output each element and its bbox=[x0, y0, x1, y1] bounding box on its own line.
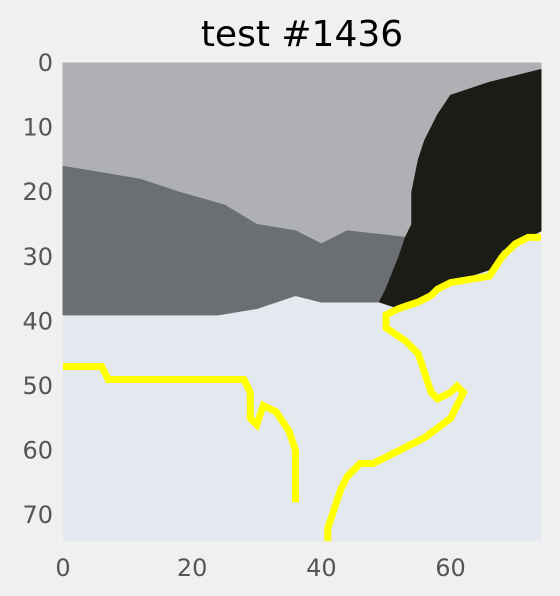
y-tick-label: 20 bbox=[22, 178, 53, 206]
x-tick-label: 60 bbox=[435, 554, 466, 582]
y-axis-ticks: 0 10 20 30 40 50 60 70 bbox=[22, 49, 53, 529]
x-axis-ticks: 0 20 40 60 bbox=[55, 554, 465, 582]
x-tick-label: 40 bbox=[306, 554, 337, 582]
boundary-line-2 bbox=[324, 233, 541, 541]
y-tick-label: 50 bbox=[22, 372, 53, 400]
region-black-area bbox=[378, 68, 542, 310]
y-tick-label: 30 bbox=[22, 243, 53, 271]
y-tick-label: 60 bbox=[22, 437, 53, 465]
x-tick-label: 0 bbox=[55, 554, 70, 582]
y-tick-label: 70 bbox=[22, 501, 53, 529]
heatmap-plot-area bbox=[62, 62, 542, 541]
y-tick-label: 40 bbox=[22, 307, 53, 335]
x-tick-label: 20 bbox=[177, 554, 208, 582]
y-tick-label: 10 bbox=[22, 114, 53, 142]
boundary-line-1 bbox=[63, 363, 299, 503]
chart-title: test #1436 bbox=[201, 14, 403, 55]
y-tick-label: 0 bbox=[38, 49, 53, 77]
